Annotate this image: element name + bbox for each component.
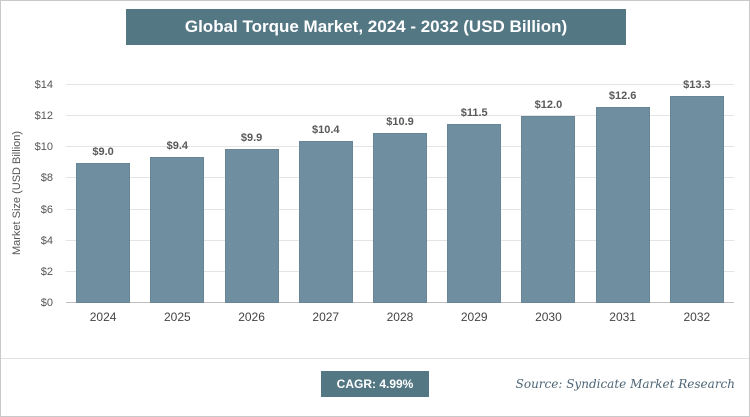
bar	[298, 141, 353, 303]
gridline	[66, 115, 734, 117]
x-tick-label: 2025	[163, 310, 191, 324]
x-axis: 2024 2025 2026 2027 2028 2029 2030 2031 2032	[66, 310, 734, 324]
y-axis: $0 $2 $4 $6 $8 $10 $12 $14	[1, 79, 57, 309]
bar	[595, 106, 650, 303]
y-tick-label: $10	[34, 141, 53, 154]
x-tick-label: 2027	[312, 310, 340, 324]
bar-value-label: $10.9	[386, 116, 414, 129]
x-tick-label: 2030	[535, 310, 562, 324]
y-tick-label: $14	[34, 79, 53, 91]
x-tick-label: 2026	[238, 310, 265, 324]
bar	[76, 162, 131, 303]
y-tick-label: $4	[40, 234, 53, 247]
bar-value-label: $9.0	[92, 145, 114, 158]
bar-value-label: $10.4	[312, 124, 340, 137]
footer: CAGR: 4.99% Source: Syndicate Market Res…	[1, 358, 749, 416]
cagr-badge: CAGR: 4.99%	[320, 371, 430, 397]
plot-area: $9.0 $9.4 $9.9 $10.4 $10.9 $11.5 $12.0 $12.6 $13…	[66, 79, 734, 303]
bar-series: $9.0 $9.4 $9.9 $10.4 $10.9 $11.5 $12.0 $12.6 $13…	[66, 79, 734, 303]
y-tick-label: $2	[40, 265, 53, 278]
y-tick-label: $8	[40, 172, 53, 185]
bar-value-label: $9.9	[240, 131, 263, 144]
bar-column: $9.9	[224, 131, 279, 303]
bar-value-label: $11.5	[460, 106, 488, 119]
x-tick-label: 2028	[386, 310, 414, 324]
bar-column: $12.0	[521, 99, 576, 303]
bar	[447, 123, 502, 303]
bar-value-label: $12.0	[534, 99, 563, 112]
bar	[521, 116, 576, 303]
bar-column: $12.6	[595, 89, 650, 303]
x-tick-label: 2029	[460, 310, 488, 324]
bar-column: $11.5	[447, 106, 502, 303]
y-tick-label: $6	[40, 203, 53, 216]
bar-value-label: $9.4	[166, 139, 189, 152]
bar-column: $13.3	[669, 78, 724, 303]
bar-column: $9.0	[76, 145, 131, 303]
x-tick-label: 2031	[609, 310, 636, 324]
bar-column: $10.4	[298, 124, 353, 303]
y-tick-label: $0	[40, 297, 53, 309]
bar	[372, 133, 427, 303]
y-tick-label: $12	[34, 110, 53, 123]
x-tick-label: 2024	[89, 310, 117, 324]
bar-column: $10.9	[372, 116, 427, 303]
source-text: Source: Syndicate Market Research	[515, 377, 735, 391]
bar-value-label: $12.6	[608, 89, 637, 102]
bar	[150, 156, 205, 303]
bar	[669, 95, 724, 303]
gridline	[66, 84, 734, 85]
bar-column: $9.4	[150, 139, 205, 303]
bar	[224, 148, 279, 303]
x-tick-label: 2032	[683, 310, 711, 324]
bar-value-label: $13.3	[683, 78, 711, 91]
chart-title: Global Torque Market, 2024 - 2032 (USD B…	[126, 9, 626, 45]
